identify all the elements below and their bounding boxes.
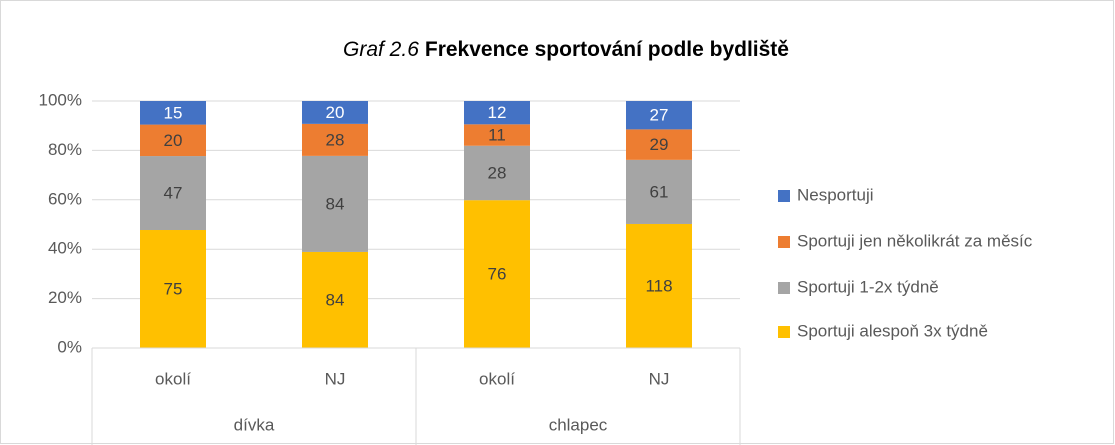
y-tick-label: 80% (48, 140, 82, 159)
x-tick-label: NJ (325, 369, 346, 388)
data-label: 28 (488, 163, 507, 182)
bar-segment (140, 101, 206, 125)
chart-title: Graf 2.6 Frekvence sportování podle bydli… (343, 38, 789, 61)
data-label: 27 (650, 106, 669, 125)
bar-segment (464, 145, 530, 201)
legend-swatch (778, 190, 790, 202)
group-label: dívka (234, 415, 275, 434)
group-label: chlapec (549, 415, 608, 434)
x-tick-label: okolí (479, 369, 515, 388)
bar-segment (302, 101, 368, 124)
data-label: 47 (164, 184, 183, 203)
bar-segment (302, 155, 368, 252)
y-tick-label: 100% (39, 90, 82, 109)
data-label: 76 (488, 265, 507, 284)
legend-swatch (778, 282, 790, 294)
data-label: 29 (650, 135, 669, 154)
data-label: 12 (488, 103, 507, 122)
bar-segment (464, 124, 530, 146)
legend-swatch (778, 326, 790, 338)
legend-swatch (778, 236, 790, 248)
data-label: 11 (488, 126, 506, 145)
bar-segment (464, 200, 530, 348)
legend-label: Sportuji jen několikrát za měsíc (797, 231, 1033, 250)
bar-segment (626, 223, 692, 348)
bar-segment (140, 230, 206, 348)
y-tick-label: 0% (57, 337, 82, 356)
legend-label: Nesportuji (797, 185, 874, 204)
y-tick-label: 20% (48, 288, 82, 307)
data-label: 20 (164, 131, 183, 150)
bar-segment (302, 251, 368, 348)
bar-segment (302, 123, 368, 156)
bar-segment (626, 159, 692, 224)
legend-label: Sportuji alespoň 3x týdně (797, 321, 988, 340)
data-label: 75 (164, 279, 183, 298)
bar-segment (140, 124, 206, 157)
title-text: Frekvence sportování podle bydliště (425, 38, 789, 61)
data-label: 118 (645, 276, 672, 295)
bar-segment (464, 101, 530, 125)
bar-segment (140, 156, 206, 231)
data-label: 28 (326, 130, 345, 149)
legend-label: Sportuji 1-2x týdně (797, 277, 939, 296)
x-tick-label: NJ (649, 369, 670, 388)
data-label: 20 (326, 103, 345, 122)
data-label: 61 (650, 182, 669, 201)
data-label: 84 (326, 290, 345, 309)
bar-segment (626, 101, 692, 130)
data-label: 15 (164, 103, 183, 122)
data-label: 84 (326, 194, 345, 213)
y-tick-label: 40% (48, 239, 82, 258)
x-tick-label: okolí (155, 369, 191, 388)
bar-segment (626, 129, 692, 160)
title-prefix: Graf 2.6 (343, 38, 419, 61)
y-tick-label: 60% (48, 189, 82, 208)
